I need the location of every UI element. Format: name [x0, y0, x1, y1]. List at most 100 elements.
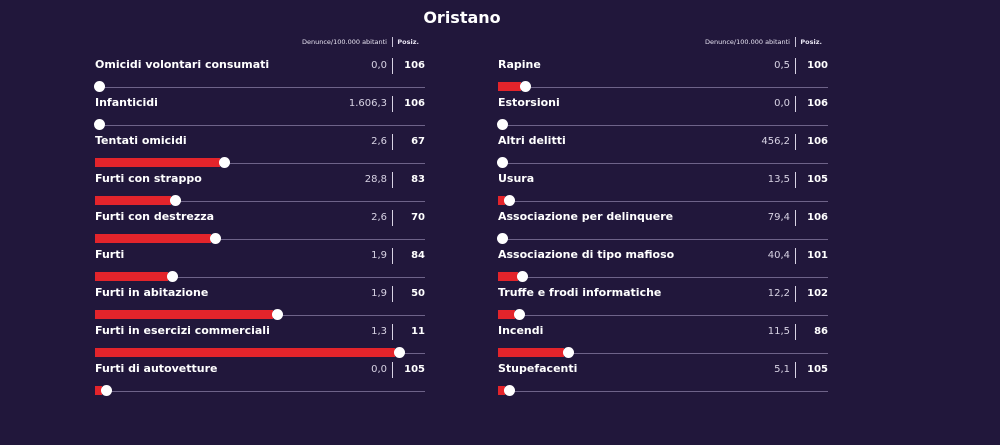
row-separator	[795, 210, 796, 226]
bar-track	[95, 239, 425, 240]
chart-row: Associazione per delinquere 79,4 106	[497, 200, 828, 244]
bar-knob[interactable]	[516, 271, 528, 282]
bar-fill	[95, 386, 102, 395]
bar-fill	[95, 196, 171, 205]
bar-knob[interactable]	[209, 233, 221, 244]
chart-row: Furti in esercizi commerciali 1,3 11	[95, 314, 425, 358]
row-label: Omicidi volontari consumati	[95, 58, 270, 71]
row-label: Estorsioni	[498, 96, 560, 109]
row-separator	[392, 96, 393, 112]
chart-row: Tentati omicidi 2,6 67	[95, 124, 425, 168]
row-label: Associazione per delinquere	[498, 210, 674, 223]
row-value: 79,4	[767, 212, 790, 223]
bar-track	[95, 87, 425, 88]
bar-knob[interactable]	[520, 81, 532, 92]
left-rows: Omicidi volontari consumati 0,0 106 Infanti…	[94, 48, 425, 396]
row-label: Tentati omicidi	[95, 134, 187, 147]
row-value: 12,2	[767, 288, 790, 299]
bar-knob[interactable]	[497, 157, 508, 168]
chart-row: Furti con strappo 28,8 83	[95, 162, 425, 206]
row-value: 40,4	[767, 250, 790, 261]
bar-track	[498, 163, 828, 164]
bar-knob[interactable]	[394, 347, 406, 358]
bar-knob[interactable]	[169, 195, 181, 206]
row-separator	[392, 210, 393, 226]
bar-knob[interactable]	[272, 309, 284, 320]
row-rank: 70	[411, 212, 425, 223]
row-label: Furti con destrezza	[95, 210, 215, 223]
bar-fill	[95, 310, 274, 319]
row-separator	[392, 324, 393, 340]
bar-knob[interactable]	[497, 119, 508, 130]
row-rank: 102	[807, 288, 828, 299]
row-separator	[795, 362, 796, 378]
bar-track	[498, 201, 828, 202]
chart-row: Truffe e frodi informatiche 12,2 102	[498, 276, 828, 320]
left-column-header: Denunce/100.000 abitanti Posiz.	[95, 36, 425, 48]
row-label: Incendi	[498, 324, 544, 337]
metric-header: Denunce/100.000 abitanti	[705, 38, 790, 46]
bar-track	[498, 315, 828, 316]
chart-row: Estorsioni 0,0 106	[497, 86, 828, 130]
bar-track	[498, 87, 828, 88]
chart-row: Furti in abitazione 1,9 50	[95, 276, 425, 320]
row-value: 2,6	[371, 136, 387, 147]
bar-knob[interactable]	[513, 309, 525, 320]
row-separator	[795, 324, 796, 340]
row-rank: 84	[411, 250, 425, 261]
row-label: Furti in abitazione	[95, 286, 209, 299]
row-value: 13,5	[767, 174, 790, 185]
row-rank: 50	[411, 288, 425, 299]
row-label: Truffe e frodi informatiche	[498, 286, 662, 299]
row-value: 2,6	[371, 212, 387, 223]
bar-knob[interactable]	[219, 157, 231, 168]
row-value: 1.606,3	[348, 98, 387, 109]
row-separator	[392, 248, 393, 264]
row-rank: 106	[807, 212, 828, 223]
row-value: 11,5	[767, 326, 790, 337]
row-separator	[795, 96, 796, 112]
bar-knob[interactable]	[166, 271, 178, 282]
left-column: Denunce/100.000 abitanti Posiz. Omicidi …	[94, 36, 425, 396]
chart-row: Incendi 11,5 86	[498, 314, 828, 358]
row-rank: 105	[807, 174, 828, 185]
bar-knob[interactable]	[503, 385, 515, 396]
row-rank: 106	[404, 98, 425, 109]
row-label: Furti in esercizi commerciali	[95, 324, 270, 337]
row-label: Furti	[95, 248, 125, 261]
row-separator	[392, 172, 393, 188]
header-separator	[392, 37, 393, 47]
chart-row: Stupefacenti 5,1 105	[498, 352, 828, 396]
row-label: Stupefacenti	[498, 362, 578, 375]
bar-fill	[95, 158, 221, 167]
row-separator	[795, 172, 796, 188]
row-rank: 105	[807, 364, 828, 375]
right-column-header: Denunce/100.000 abitanti Posiz.	[498, 36, 828, 48]
row-separator	[392, 134, 393, 150]
row-separator	[392, 286, 393, 302]
chart-row: Usura 13,5 105	[498, 162, 828, 206]
bar-knob[interactable]	[497, 233, 508, 244]
bar-track	[498, 125, 828, 126]
row-rank: 106	[807, 98, 828, 109]
row-value: 456,2	[761, 136, 790, 147]
bar-fill	[498, 272, 518, 281]
row-value: 0,0	[371, 60, 387, 71]
row-separator	[392, 58, 393, 74]
chart-row: Furti di autovetture 0,0 105	[95, 352, 425, 396]
bar-knob[interactable]	[563, 347, 574, 358]
row-value: 1,3	[371, 326, 387, 337]
row-rank: 100	[807, 60, 828, 71]
chart-row: Infanticidi 1.606,3 106	[94, 86, 425, 130]
row-value: 0,0	[774, 98, 790, 109]
chart-row: Omicidi volontari consumati 0,0 106	[94, 48, 425, 92]
row-separator	[795, 286, 796, 302]
row-rank: 67	[411, 136, 425, 147]
bar-knob[interactable]	[94, 119, 105, 130]
bar-knob[interactable]	[94, 81, 105, 92]
bar-knob[interactable]	[503, 195, 515, 206]
bar-fill	[498, 82, 522, 91]
row-rank: 105	[404, 364, 425, 375]
row-value: 1,9	[371, 250, 387, 261]
bar-knob[interactable]	[100, 385, 112, 396]
